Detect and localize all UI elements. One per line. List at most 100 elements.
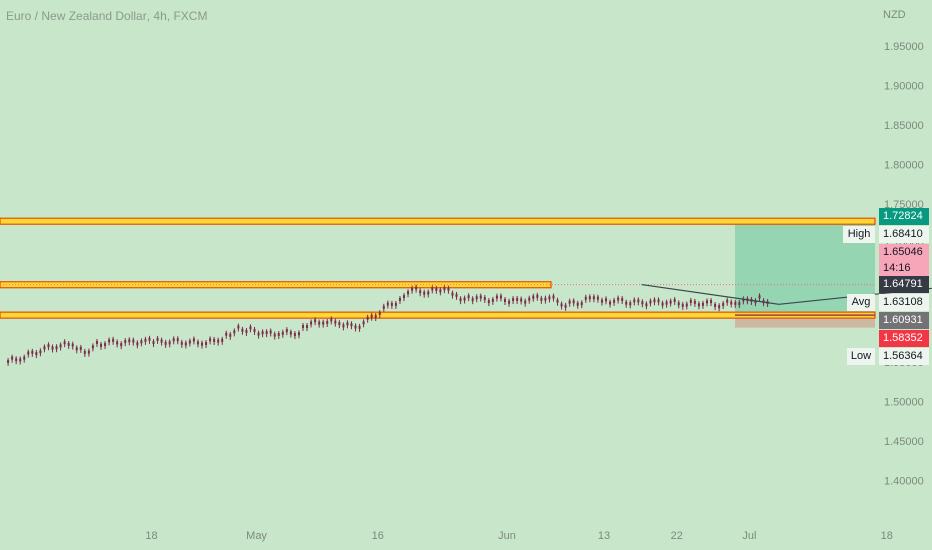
candle-body bbox=[257, 332, 260, 336]
candle-body bbox=[415, 286, 418, 290]
candle-body bbox=[576, 302, 579, 306]
candle-body bbox=[439, 289, 442, 293]
x-tick-label: 18 bbox=[881, 530, 893, 542]
candle-body bbox=[742, 298, 745, 302]
candle-body bbox=[499, 295, 502, 299]
candle-body bbox=[27, 351, 30, 355]
candle-body bbox=[277, 333, 280, 337]
candle-body bbox=[144, 338, 147, 342]
exchange-label: FXCM bbox=[173, 9, 208, 23]
candle-body bbox=[596, 296, 599, 300]
candle-body bbox=[136, 342, 139, 346]
candle-body bbox=[520, 298, 523, 302]
candle-body bbox=[51, 346, 54, 350]
candle-body bbox=[209, 338, 212, 342]
candle-body bbox=[669, 300, 672, 304]
candle-body bbox=[423, 291, 426, 295]
candle-body bbox=[564, 304, 567, 308]
candle-body bbox=[758, 295, 761, 299]
candle-body bbox=[265, 331, 268, 335]
candle-body bbox=[584, 296, 587, 300]
symbol-name: Euro / New Zealand Dollar bbox=[6, 9, 147, 23]
candle-body bbox=[552, 295, 555, 299]
candle-body bbox=[431, 287, 434, 291]
candle-body bbox=[649, 300, 652, 304]
candle-body bbox=[637, 299, 640, 303]
candle-body bbox=[55, 346, 58, 350]
candle-body bbox=[370, 314, 373, 318]
candle-body bbox=[128, 339, 131, 343]
candle-body bbox=[475, 296, 478, 300]
candle-body bbox=[722, 302, 725, 306]
candle-body bbox=[471, 298, 474, 302]
candle-body bbox=[697, 303, 700, 307]
candle-body bbox=[633, 299, 636, 303]
candle-body bbox=[512, 298, 515, 302]
candle-body bbox=[108, 339, 111, 343]
candle-body bbox=[451, 292, 454, 296]
avg-tag: 1.63108 bbox=[879, 294, 929, 311]
proj-tag: 1.65046 14:16 bbox=[879, 244, 929, 276]
x-tick-label: 16 bbox=[372, 530, 384, 542]
candle-body bbox=[23, 356, 26, 360]
candle-body bbox=[63, 341, 66, 345]
low-tag-label: Low bbox=[847, 348, 875, 365]
candle-body bbox=[508, 300, 511, 304]
candle-body bbox=[168, 341, 171, 345]
last-price-tag: 1.64791 bbox=[879, 276, 929, 293]
candle-body bbox=[87, 350, 90, 354]
candle-body bbox=[487, 300, 490, 304]
candle-body bbox=[386, 302, 389, 306]
candle-body bbox=[374, 315, 377, 319]
candle-body bbox=[403, 295, 405, 299]
title-separator: , bbox=[166, 9, 171, 23]
timeframe-label[interactable]: 4h bbox=[153, 9, 167, 23]
y-tick-label: 1.85000 bbox=[884, 120, 924, 132]
candle-body bbox=[483, 297, 486, 301]
high-tag-label: High bbox=[843, 226, 875, 243]
projection-line bbox=[641, 283, 932, 305]
candle-body bbox=[188, 340, 191, 344]
candle-body bbox=[205, 342, 208, 346]
candle-body bbox=[463, 297, 466, 301]
candle-body bbox=[706, 300, 708, 304]
candle-body bbox=[495, 295, 498, 299]
x-tick-label: Jun bbox=[498, 530, 516, 542]
candle-body bbox=[516, 297, 519, 301]
x-tick-label: 13 bbox=[598, 530, 610, 542]
candle-body bbox=[112, 338, 115, 342]
candle-body bbox=[524, 300, 527, 304]
candle-body bbox=[548, 296, 551, 300]
candle-body bbox=[35, 352, 38, 356]
candle-body bbox=[7, 360, 10, 363]
candle-body bbox=[600, 299, 603, 303]
candle-body bbox=[605, 298, 607, 302]
candle-body bbox=[657, 299, 660, 303]
candle-body bbox=[641, 301, 644, 305]
candle-body bbox=[528, 297, 531, 301]
candle-body bbox=[43, 346, 46, 350]
candle-body bbox=[160, 339, 163, 343]
candle-body bbox=[459, 298, 462, 302]
candle-body bbox=[447, 287, 450, 291]
candle-body bbox=[734, 301, 737, 305]
candle-body bbox=[366, 316, 369, 320]
y-tick-label: 1.90000 bbox=[884, 81, 924, 93]
candle-body bbox=[201, 342, 203, 346]
candle-body bbox=[714, 303, 717, 307]
candle-body bbox=[172, 338, 175, 342]
candle-body bbox=[124, 340, 127, 344]
candle-body bbox=[455, 293, 458, 297]
candle-body bbox=[253, 328, 256, 332]
candle-body bbox=[350, 323, 353, 327]
currency-label: NZD bbox=[883, 9, 906, 21]
candle-body bbox=[730, 301, 733, 305]
y-tick-label: 1.40000 bbox=[884, 476, 924, 488]
candle-body bbox=[693, 300, 696, 304]
candle-body bbox=[738, 302, 741, 306]
candle-body bbox=[83, 350, 86, 354]
candle-body bbox=[435, 287, 438, 291]
candle-body bbox=[75, 347, 78, 351]
candle-body bbox=[572, 300, 575, 304]
